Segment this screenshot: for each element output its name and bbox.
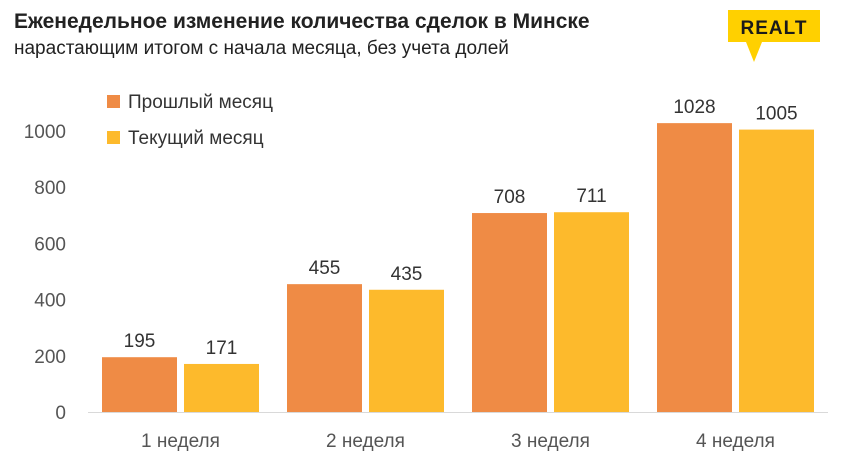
chart-title: Еженедельное изменение количества сделок… bbox=[14, 10, 590, 33]
bar-current-4 bbox=[739, 129, 814, 412]
data-label: 455 bbox=[309, 258, 341, 279]
data-labels: 195 171 455 435 708 711 1028 1005 bbox=[124, 97, 798, 359]
x-tick-label: 4 неделя bbox=[696, 431, 775, 452]
legend: Прошлый месяц Текущий месяц bbox=[107, 92, 273, 149]
data-label: 195 bbox=[124, 331, 156, 352]
y-tick-label: 600 bbox=[34, 234, 66, 255]
y-tick-label: 200 bbox=[34, 347, 66, 368]
x-tick-label: 1 неделя bbox=[141, 431, 220, 452]
bar-previous-2 bbox=[287, 284, 362, 412]
bar-current-3 bbox=[554, 212, 629, 412]
chart-subtitle: нарастающим итогом с начала месяца, без … bbox=[14, 38, 509, 59]
y-tick-label: 1000 bbox=[24, 122, 66, 143]
y-tick-label: 0 bbox=[55, 403, 66, 424]
legend-label: Прошлый месяц bbox=[128, 92, 273, 113]
y-axis-ticks: 0 200 400 600 800 1000 bbox=[24, 122, 66, 424]
y-tick-label: 400 bbox=[34, 291, 66, 312]
data-label: 708 bbox=[494, 187, 526, 208]
data-label: 1028 bbox=[673, 97, 715, 118]
legend-swatch bbox=[107, 131, 120, 144]
x-axis-ticks: 1 неделя 2 неделя 3 неделя 4 неделя bbox=[141, 431, 775, 452]
data-label: 435 bbox=[391, 264, 423, 285]
bar-previous-4 bbox=[657, 123, 732, 412]
bar-previous-3 bbox=[472, 213, 547, 412]
realt-logo: REALT bbox=[728, 10, 820, 62]
bar-previous-1 bbox=[102, 357, 177, 412]
legend-swatch bbox=[107, 95, 120, 108]
x-tick-label: 3 неделя bbox=[511, 431, 590, 452]
y-tick-label: 800 bbox=[34, 178, 66, 199]
legend-label: Текущий месяц bbox=[128, 128, 264, 149]
logo-text: REALT bbox=[741, 18, 808, 39]
bar-current-2 bbox=[369, 289, 444, 412]
bars bbox=[102, 123, 814, 412]
data-label: 171 bbox=[206, 338, 238, 359]
data-label: 711 bbox=[576, 186, 606, 207]
x-tick-label: 2 неделя bbox=[326, 431, 405, 452]
bar-current-1 bbox=[184, 363, 259, 412]
data-label: 1005 bbox=[755, 104, 797, 125]
